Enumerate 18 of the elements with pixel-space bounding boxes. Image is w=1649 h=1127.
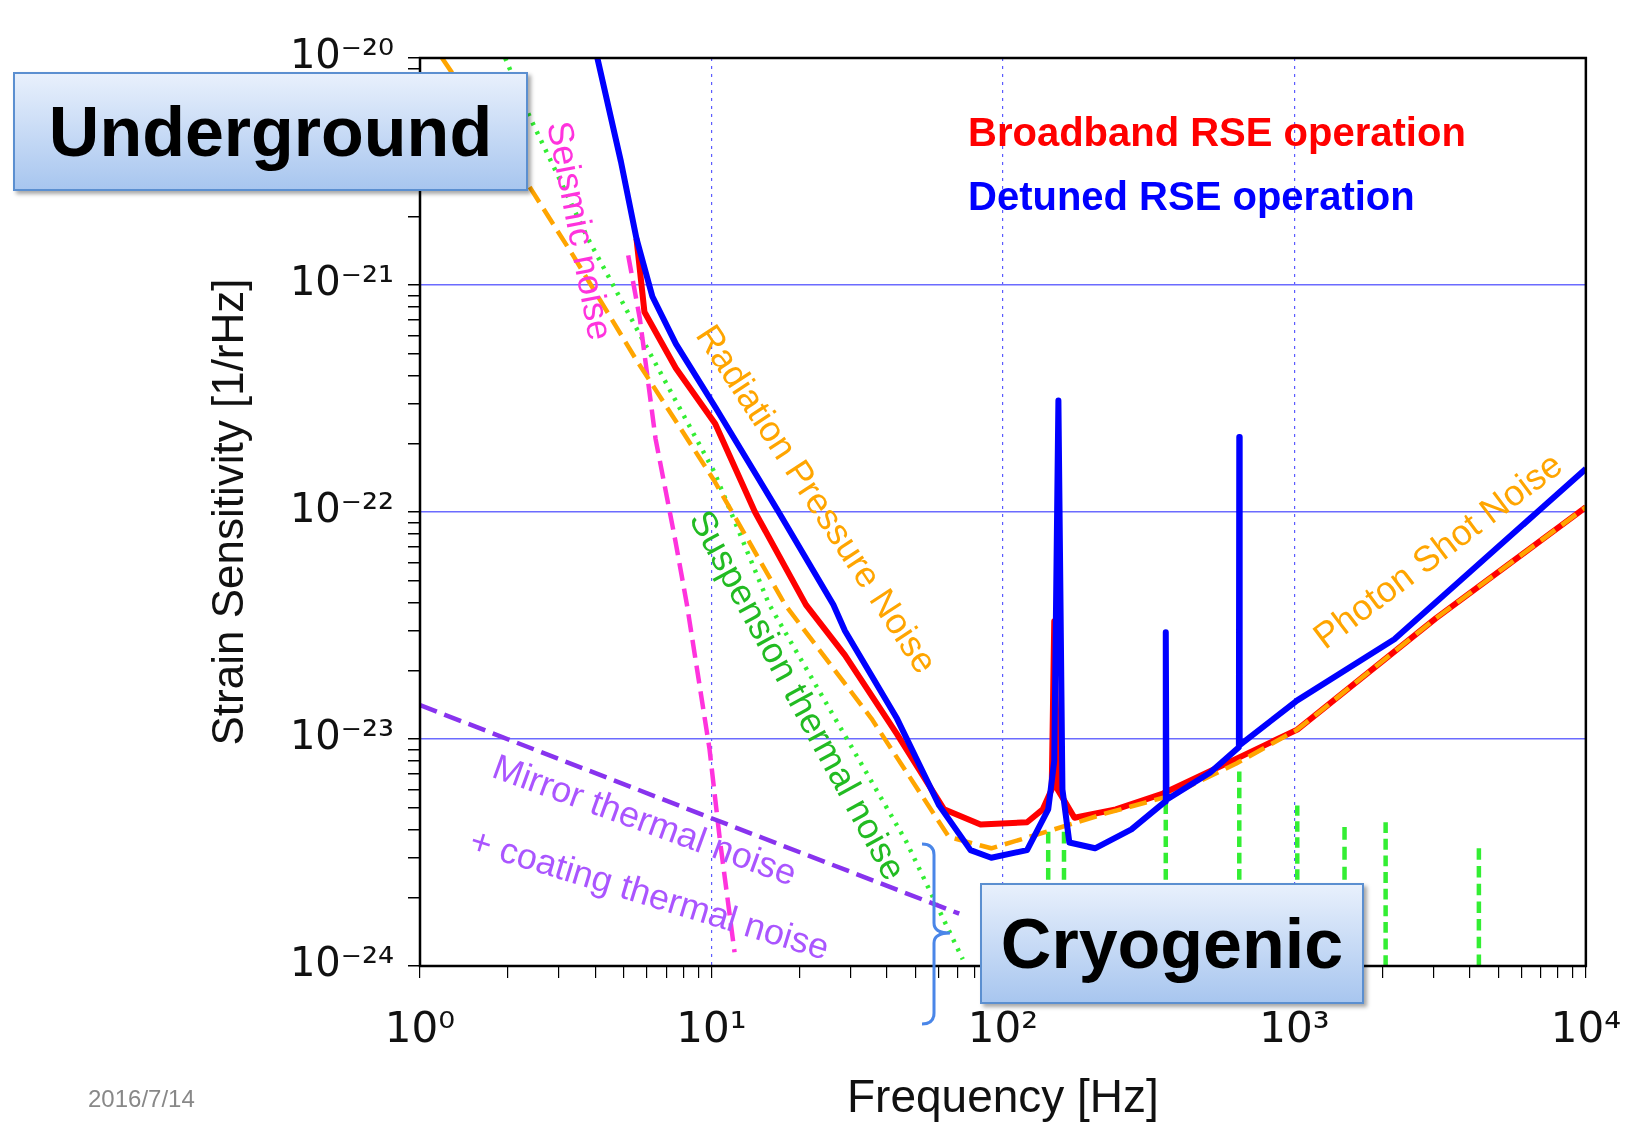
text: Broadband RSE operation [968, 110, 1466, 155]
annotation: Cryogenic [980, 883, 1364, 1004]
x-axis-title: Frequency [Hz] [846, 1069, 1159, 1122]
x-tick-label: 10³ [1259, 1003, 1330, 1053]
x-tick-label: 10¹ [676, 1003, 747, 1053]
y-tick-label: 10⁻²³ [289, 712, 394, 759]
annotation: Underground [48, 92, 493, 171]
y-tick-label: 10⁻²⁰ [289, 31, 394, 78]
text: Detuned RSE operation [968, 174, 1415, 219]
text: 2016/7/14 [88, 1085, 195, 1113]
x-tick-label: 10² [967, 1003, 1039, 1053]
y-tick-label: 10⁻²⁴ [289, 939, 394, 986]
y-tick-label: 10⁻²² [289, 485, 394, 532]
y-axis-title: Strain Sensitivity [1/rHz] [203, 278, 253, 746]
x-tick-label: 10⁰ [384, 1003, 456, 1053]
y-tick-label: 10⁻²¹ [289, 258, 394, 305]
annotation: Seismic noise [539, 117, 622, 344]
x-tick-label: 10⁴ [1550, 1003, 1621, 1053]
